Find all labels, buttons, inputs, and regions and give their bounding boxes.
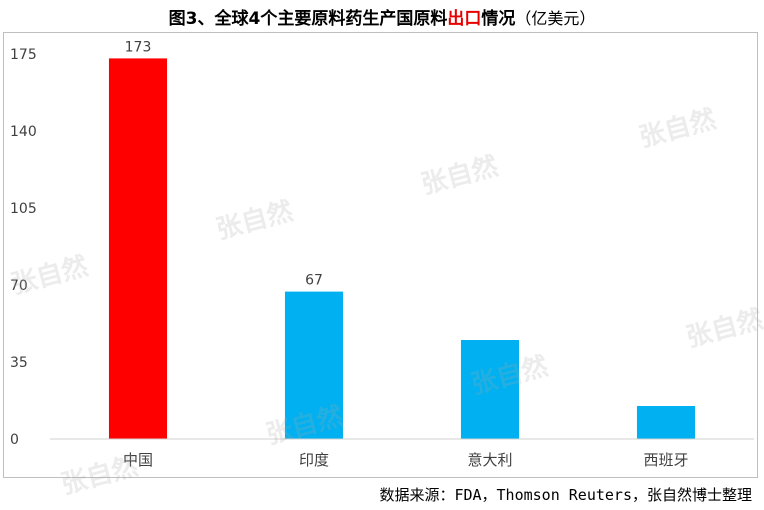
title-highlight: 出口 <box>447 9 482 29</box>
bar <box>636 406 696 439</box>
source-note: 数据来源：FDA，Thomson Reuters，张自然博士整理 <box>379 486 752 504</box>
y-axis: 0 35 70 105 140 175 <box>10 47 37 448</box>
bar <box>460 340 520 439</box>
x-tick-label: 中国 <box>123 451 153 469</box>
y-tick-label: 70 <box>10 278 28 294</box>
y-tick-label: 0 <box>10 432 19 448</box>
y-tick-label: 35 <box>10 355 28 371</box>
bar <box>108 58 168 440</box>
x-tick-label: 意大利 <box>467 451 512 469</box>
bar <box>284 291 344 439</box>
title-unit: （亿美元） <box>515 9 596 28</box>
chart-title: 图3、全球4个主要原料药生产国原料出口情况（亿美元） <box>0 4 764 29</box>
data-label: 173 <box>125 39 152 55</box>
y-tick-label: 105 <box>10 201 37 217</box>
x-tick-label: 西班牙 <box>643 451 688 469</box>
title-suffix: 情况 <box>481 9 516 29</box>
x-tick-label: 印度 <box>299 451 329 469</box>
data-label: 67 <box>305 273 323 289</box>
x-axis: 中国 印度 意大利 西班牙 <box>123 451 689 469</box>
chart-frame <box>3 32 758 478</box>
y-tick-label: 140 <box>10 124 37 140</box>
y-tick-label: 175 <box>10 47 37 63</box>
title-prefix: 图3、全球4个主要原料药生产国原料 <box>168 9 448 29</box>
bars: 173 67 <box>108 39 696 440</box>
